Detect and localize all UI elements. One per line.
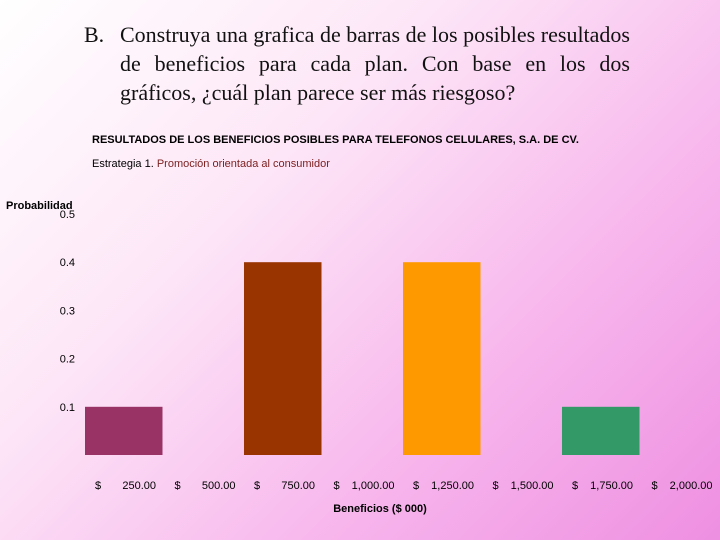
- x-tick-label: 1,000.00: [352, 480, 395, 492]
- x-tick-label: 2,000.00: [670, 480, 713, 492]
- x-tick-label: 500.00: [202, 480, 236, 492]
- x-tick-label: 1,250.00: [431, 480, 474, 492]
- bar-2: [403, 262, 481, 455]
- x-tick-label: 250.00: [122, 480, 156, 492]
- x-tick-currency: $: [572, 480, 578, 492]
- x-axis-label: Beneficios ($ 000): [333, 503, 427, 515]
- y-tick-label: 0.2: [60, 354, 75, 366]
- x-tick-currency: $: [254, 480, 260, 492]
- subtitle-rest: Promoción orientada al consumidor: [156, 158, 330, 170]
- question-label: B.: [84, 22, 105, 47]
- y-tick-label: 0.3: [60, 305, 75, 317]
- bar-1: [244, 262, 322, 455]
- bar-3: [562, 406, 640, 455]
- x-tick-currency: $: [95, 480, 101, 492]
- x-tick-currency: $: [413, 480, 419, 492]
- question-text: Construya una grafica de barras de los p…: [120, 22, 630, 105]
- x-tick-label: 750.00: [281, 480, 315, 492]
- question-block: B. Construya una grafica de barras de lo…: [84, 20, 630, 107]
- x-tick-label: 1,500.00: [511, 480, 554, 492]
- x-tick-currency: $: [175, 480, 181, 492]
- x-tick-currency: $: [334, 480, 340, 492]
- x-tick-label: 1,750.00: [590, 480, 633, 492]
- chart-subtitle: Estrategia 1. Promoción orientada al con…: [92, 158, 330, 170]
- chart-title: RESULTADOS DE LOS BENEFICIOS POSIBLES PA…: [92, 134, 579, 146]
- x-tick-currency: $: [493, 480, 499, 492]
- bar-0: [85, 406, 163, 455]
- y-tick-label: 0.4: [60, 257, 75, 269]
- x-tick-currency: $: [652, 480, 658, 492]
- y-tick-label: 0.5: [60, 209, 75, 221]
- subtitle-prefix: Estrategia 1.: [92, 158, 154, 170]
- y-tick-label: 0.1: [60, 402, 75, 414]
- y-axis-label: Probabilidad: [6, 200, 73, 212]
